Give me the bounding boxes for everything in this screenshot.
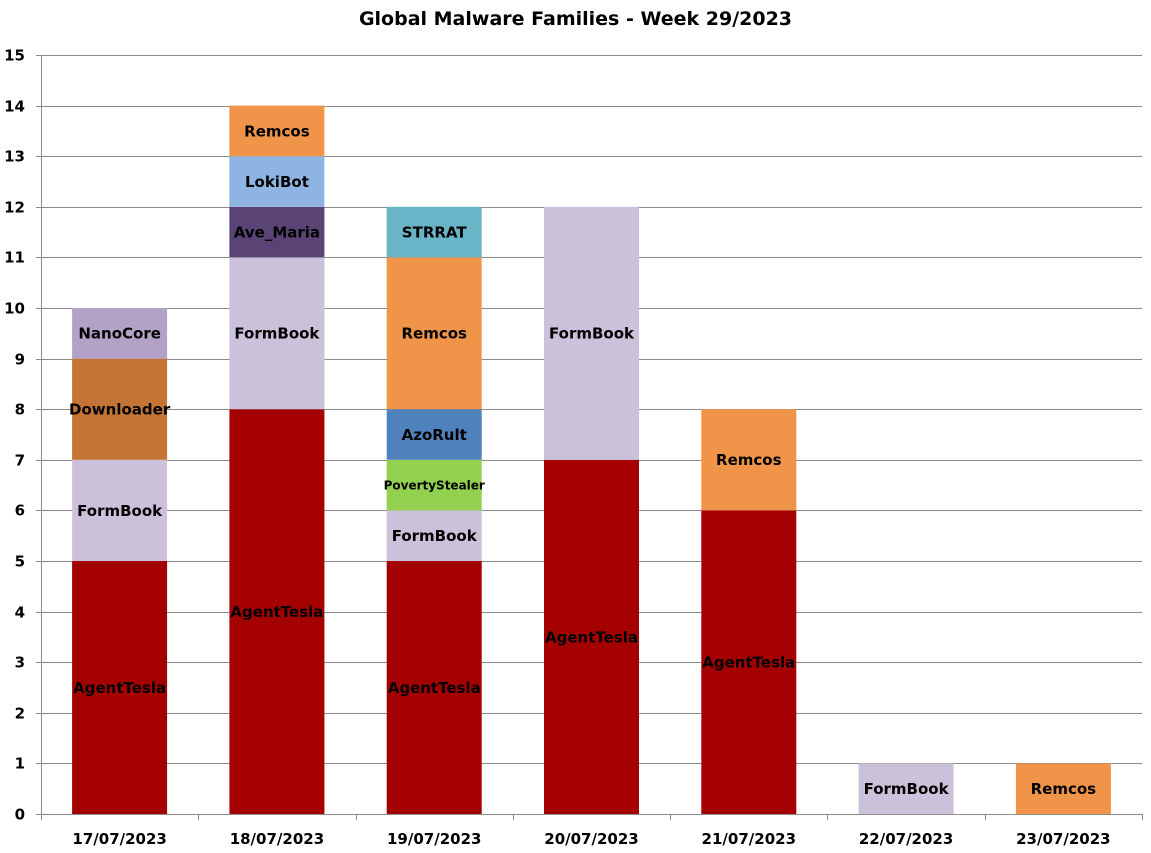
bar-segment-formbook	[229, 257, 325, 410]
bar-segment-label: FormBook	[549, 325, 635, 343]
bar-segment-label: Ave_Maria	[234, 224, 320, 242]
y-tick-label: 8	[15, 401, 25, 419]
x-tick-label: 23/07/2023	[1016, 830, 1110, 848]
bar-segment-agenttesla	[544, 459, 639, 814]
bar-segment-label: FormBook	[77, 502, 163, 520]
bar-segment-agenttesla	[386, 561, 482, 814]
bar-segment-label: STRRAT	[402, 224, 468, 242]
x-tick-label: 22/07/2023	[859, 830, 953, 848]
y-tick-label: 13	[4, 148, 25, 166]
y-tick-label: 3	[15, 654, 25, 672]
x-tick-label: 18/07/2023	[230, 830, 324, 848]
y-tick-label: 5	[15, 553, 25, 571]
bar-segment-azorult	[386, 409, 482, 460]
bar-segment-label: Remcos	[401, 325, 467, 343]
bar-segment-label: AgentTesla	[73, 679, 166, 697]
y-tick-label: 7	[15, 452, 25, 470]
bar-segment-agenttesla	[701, 510, 797, 814]
bar-segment-formbook	[386, 510, 482, 561]
bar-segment-povertystealer	[386, 459, 482, 511]
y-tick-label: 2	[15, 705, 25, 723]
bar-segment-label: FormBook	[392, 527, 478, 545]
y-tick-label: 14	[4, 98, 25, 116]
bar-segment-remcos	[1015, 763, 1111, 814]
bar-segment-lokibot	[229, 156, 325, 207]
bar-segment-formbook	[544, 206, 639, 460]
bar-segment-ave_maria	[229, 206, 325, 258]
bar-segments: AgentTesla FormBook Downloader NanoCore Agen…	[69, 105, 1111, 814]
x-tick-label: 21/07/2023	[702, 830, 796, 848]
bar-segment-label: PovertyStealer	[384, 478, 485, 492]
bar-segment-agenttesla	[229, 409, 325, 814]
bar-segment-label: Downloader	[69, 401, 171, 419]
bar-segment-label: FormBook	[864, 780, 950, 798]
bar-segment-label: Remcos	[244, 122, 310, 140]
y-tick-label: 4	[15, 604, 25, 622]
x-tick-label: 20/07/2023	[544, 830, 638, 848]
bar-segment-label: AgentTesla	[388, 679, 481, 697]
bar-segment-label: AgentTesla	[545, 628, 638, 646]
bar-segment-remcos	[701, 409, 797, 511]
y-tick-label: 11	[4, 249, 25, 267]
bar-segment-label: AzoRult	[402, 426, 467, 444]
bar-segment-strrat	[386, 206, 482, 258]
y-tick-label: 6	[15, 502, 25, 520]
y-tick-label: 15	[4, 47, 25, 65]
bar-segment-label: NanoCore	[78, 325, 161, 343]
bar-segment-label: Remcos	[1031, 780, 1097, 798]
bar-segment-remcos	[229, 105, 325, 157]
bar-segment-label: AgentTesla	[230, 603, 323, 621]
x-tick-label: 19/07/2023	[387, 830, 481, 848]
y-tick-label: 10	[4, 300, 25, 318]
x-tick-label: 17/07/2023	[72, 830, 166, 848]
y-tick-label: 0	[15, 806, 25, 824]
bar-segment-nanocore	[72, 308, 168, 359]
bar-segment-label: Remcos	[716, 451, 782, 469]
bar-segment-label: AgentTesla	[702, 654, 795, 672]
bar-segment-agenttesla	[72, 561, 168, 814]
chart-title: Global Malware Families - Week 29/2023	[358, 8, 793, 30]
y-tick-label: 12	[4, 199, 25, 217]
bar-segment-label: FormBook	[234, 325, 320, 343]
bar-segment-downloader	[72, 358, 168, 460]
y-tick-label: 1	[15, 755, 25, 773]
bar-segment-formbook	[858, 763, 954, 814]
y-tick-label: 9	[15, 351, 25, 369]
bar-segment-remcos	[386, 257, 482, 410]
bar-segment-formbook	[72, 459, 168, 561]
bar-segment-label: LokiBot	[245, 173, 309, 191]
